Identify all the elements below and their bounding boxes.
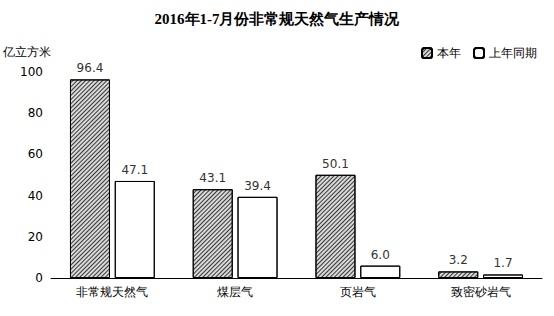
- svg-text:40: 40: [28, 189, 43, 203]
- svg-text:100: 100: [20, 65, 43, 79]
- svg-text:80: 80: [28, 106, 43, 120]
- svg-text:20: 20: [28, 230, 43, 244]
- svg-text:50.1: 50.1: [322, 157, 349, 171]
- svg-text:3.2: 3.2: [449, 253, 468, 267]
- svg-text:47.1: 47.1: [121, 163, 148, 177]
- svg-text:43.1: 43.1: [199, 171, 226, 185]
- svg-text:2016年1-7月份非常规天然气生产情况: 2016年1-7月份非常规天然气生产情况: [155, 11, 401, 27]
- svg-text:亿立方米: 亿立方米: [2, 45, 51, 59]
- svg-text:96.4: 96.4: [77, 61, 104, 75]
- svg-text:上年同期: 上年同期: [489, 46, 537, 60]
- svg-text:页岩气: 页岩气: [340, 285, 376, 299]
- svg-text:6.0: 6.0: [371, 248, 390, 262]
- svg-text:0: 0: [35, 271, 43, 285]
- svg-text:致密砂岩气: 致密砂岩气: [451, 285, 511, 299]
- svg-text:1.7: 1.7: [493, 256, 512, 270]
- svg-text:煤层气: 煤层气: [217, 285, 253, 299]
- svg-text:60: 60: [28, 147, 43, 161]
- svg-text:39.4: 39.4: [244, 179, 271, 193]
- svg-text:非常规天然气: 非常规天然气: [76, 285, 148, 299]
- svg-text:本年: 本年: [437, 46, 461, 60]
